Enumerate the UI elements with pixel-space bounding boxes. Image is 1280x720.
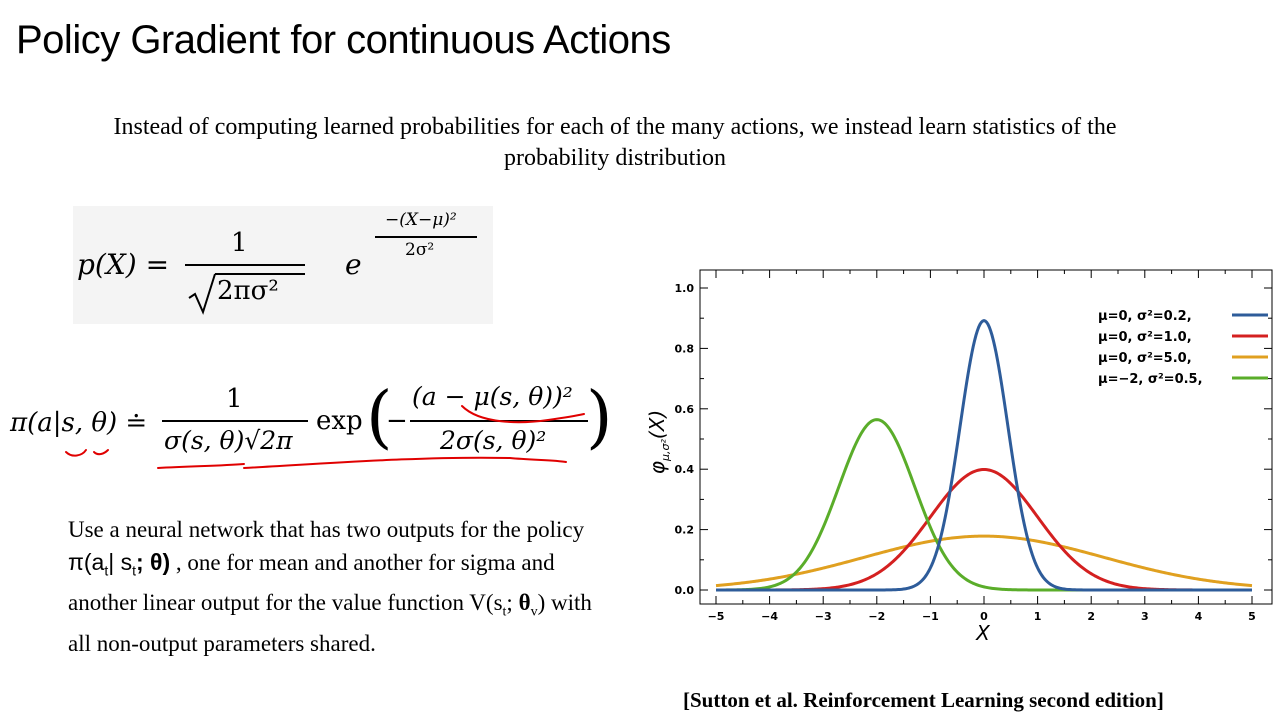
gaussian-fraction-bar	[185, 264, 305, 266]
series-line	[716, 418, 1252, 592]
sub-t3: t	[502, 604, 507, 620]
x-tick-label: −4	[761, 610, 778, 623]
policy-fraction-bar	[162, 420, 308, 422]
legend-label: μ=0, σ²=5.0,	[1098, 351, 1192, 366]
x-tick-label: −3	[815, 610, 832, 623]
y-tick-label: 0.8	[675, 342, 695, 355]
sub-t2: t	[132, 562, 136, 579]
subtitle-line-2: probability distribution	[504, 145, 726, 171]
chart-curves	[715, 319, 1253, 592]
policy-denominator: σ(s, θ)√2π	[164, 426, 293, 455]
y-tick-label: 0.4	[675, 463, 695, 476]
sqrt-sign-icon	[188, 273, 216, 315]
policy-exp-denominator: 2σ(s, θ)²	[440, 426, 547, 455]
subtitle-line-1: Instead of computing learned probabiliti…	[113, 114, 1117, 140]
sub-t1: t	[104, 562, 109, 579]
y-axis-ticks: 0.0 0.2 0.4 0.6 0.8 1.0	[675, 282, 1272, 597]
series-line	[715, 534, 1253, 588]
x-tick-label: 5	[1248, 610, 1256, 623]
legend-label: μ=0, σ²=0.2,	[1098, 309, 1192, 324]
theta-v: θ	[518, 589, 531, 615]
normal-distribution-chart: 0.0 0.2 0.4 0.6 0.8 1.0 −5 −4 −3 −2 −1 0 1 2 3 4 5 μ=0,…	[640, 266, 1280, 650]
description-part3: ;	[506, 589, 519, 615]
x-tick-label: 1	[1034, 610, 1042, 623]
y-tick-label: 0.0	[675, 584, 695, 597]
handwritten-annotations	[65, 405, 585, 469]
y-tick-label: 1.0	[675, 282, 695, 295]
series-line	[716, 319, 1252, 592]
x-tick-label: 4	[1195, 610, 1203, 623]
x-tick-label: 0	[980, 610, 988, 623]
y-tick-label: 0.2	[675, 524, 695, 537]
description-part4: ) with all non-output parameters shared.	[68, 589, 592, 657]
x-axis-ticks: −5 −4 −3 −2 −1 0 1 2 3 4 5	[708, 270, 1256, 623]
y-tick-label: 0.6	[675, 403, 695, 416]
gaussian-denominator: 2πσ²	[217, 276, 279, 306]
slide-subtitle: Instead of computing learned probabiliti…	[40, 112, 1190, 174]
semicolon-theta: ; θ)	[135, 549, 171, 575]
x-tick-label: −1	[922, 610, 939, 623]
x-tick-label: −5	[708, 610, 725, 623]
svg-text:φμ,σ²(X): φμ,σ²(X)	[645, 410, 672, 474]
description-part2: , one for mean and another for sigma and…	[68, 550, 555, 615]
policy-numerator: 1	[226, 384, 243, 414]
gaussian-exp-bar	[375, 236, 477, 238]
legend-label: μ=0, σ²=1.0,	[1098, 330, 1192, 345]
left-paren: (	[366, 378, 393, 457]
y-axis-label-sub: μ,σ²	[659, 439, 672, 462]
chart-svg: 0.0 0.2 0.4 0.6 0.8 1.0 −5 −4 −3 −2 −1 0 1 2 3 4 5 μ=0,…	[645, 269, 1273, 645]
y-axis-label-main: φ	[645, 461, 669, 474]
chart-legend: μ=0, σ²=0.2, μ=0, σ²=1.0, μ=0, σ²=5.0, μ=−2…	[1098, 309, 1268, 387]
policy-exp-word: exp	[316, 406, 363, 436]
policy-exp-numerator: (a − μ(s, θ))²	[412, 382, 573, 411]
x-axis-label: X	[975, 621, 991, 645]
y-axis-label: φμ,σ²(X)	[645, 410, 672, 474]
policy-lhs: π(a|s, θ) ≐	[10, 408, 148, 438]
plot-frame	[699, 269, 1273, 605]
bar-s: | s	[108, 549, 133, 575]
citation: [Sutton et al. Reinforcement Learning se…	[683, 688, 1164, 712]
slide-title: Policy Gradient for continuous Actions	[16, 18, 671, 62]
gaussian-lhs: p(X) =	[77, 248, 170, 281]
legend-label: μ=−2, σ²=0.5,	[1098, 372, 1203, 387]
gaussian-exp-denominator: 2σ²	[405, 240, 435, 260]
sub-v: v	[530, 604, 538, 620]
description-paragraph: Use a neural network that has two output…	[68, 514, 618, 660]
policy-symbol: π(a	[68, 549, 105, 575]
y-axis-label-arg: (X)	[645, 410, 669, 439]
x-tick-label: 2	[1087, 610, 1095, 623]
description-part1: Use a neural network that has two output…	[68, 517, 585, 542]
policy-minus: −	[386, 406, 408, 436]
right-paren: )	[586, 378, 613, 457]
gaussian-formula: p(X) = 1 2πσ² e −(X−μ)² 2σ²	[73, 206, 493, 324]
x-tick-label: 3	[1141, 610, 1149, 623]
sqrt-bar	[215, 273, 305, 275]
gaussian-exp-numerator: −(X−μ)²	[385, 210, 457, 230]
policy-formula: π(a|s, θ) ≐ 1 σ(s, θ)√2π exp ( − (a − μ(…	[0, 378, 620, 470]
gaussian-base: e	[345, 248, 362, 281]
gaussian-numerator: 1	[231, 228, 248, 258]
x-tick-label: −2	[868, 610, 885, 623]
